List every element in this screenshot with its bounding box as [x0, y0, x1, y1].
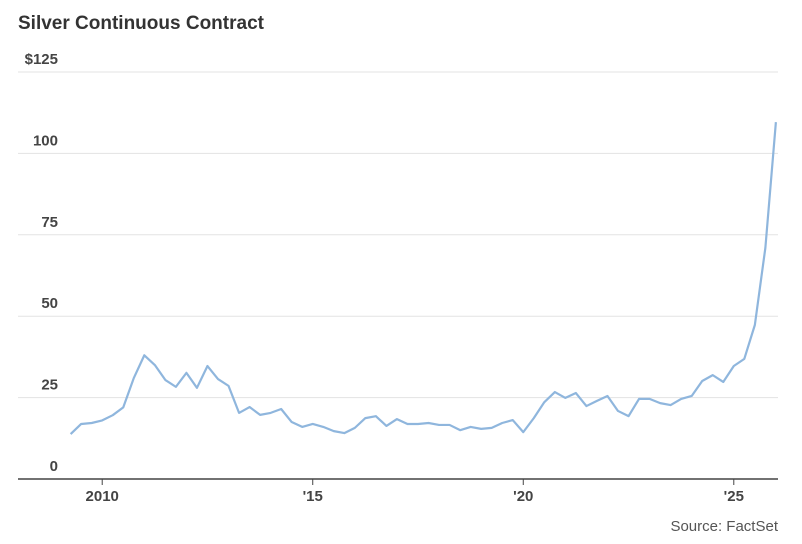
x-tick-label: 2010: [86, 488, 119, 505]
y-tick-label: 100: [33, 132, 58, 149]
price-line: [69, 122, 777, 435]
x-tick-label: '20: [513, 488, 533, 505]
y-tick-label: 75: [41, 214, 58, 231]
source-note: Source: FactSet: [670, 518, 778, 535]
x-tick-label: '25: [724, 488, 744, 505]
y-tick-label: 0: [50, 458, 58, 475]
y-tick-label: 50: [41, 295, 58, 312]
x-tick-label: '15: [303, 488, 323, 505]
y-tick-label: 25: [41, 377, 58, 394]
y-tick-label: $125: [25, 51, 58, 68]
chart-title: Silver Continuous Contract: [18, 13, 265, 34]
